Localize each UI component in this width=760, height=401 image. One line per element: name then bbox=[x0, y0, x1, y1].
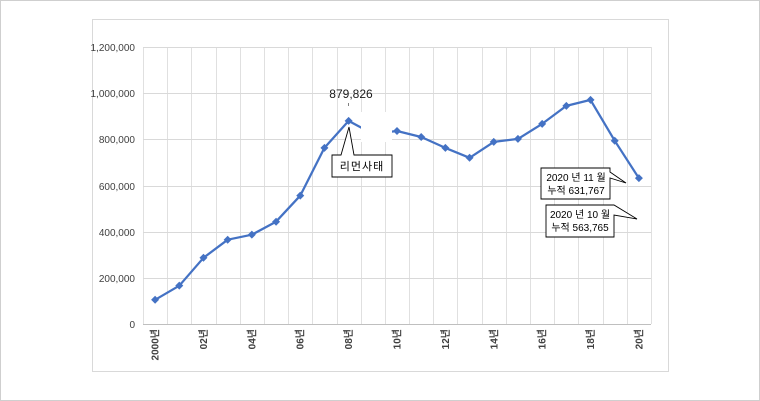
data-point-2000 bbox=[151, 295, 160, 304]
callout-box bbox=[331, 126, 393, 178]
data-point-2019 bbox=[610, 136, 619, 145]
data-point-2016 bbox=[538, 119, 547, 128]
data-point-2011 bbox=[417, 133, 426, 142]
callout-text: 리먼사태 bbox=[340, 160, 384, 173]
x-tick-label: 08년 bbox=[342, 329, 355, 349]
callout-text-line-1: 2020 년 10 월 bbox=[550, 209, 610, 221]
x-tick-label: 2000년 bbox=[149, 329, 162, 360]
data-label-2008: 879,826 bbox=[329, 87, 373, 101]
y-tick-label: 0 bbox=[129, 320, 135, 331]
data-point-2012 bbox=[441, 143, 450, 152]
data-point-2002 bbox=[199, 253, 208, 262]
y-tick-label: 400,000 bbox=[99, 228, 136, 239]
label-mask bbox=[361, 112, 392, 142]
data-point-2014 bbox=[489, 137, 498, 146]
callout-2020-november: 2020 년 11 월 누적 631,767 bbox=[540, 167, 627, 200]
callout-2020-october: 2020 년 10 월 누적 563,765 bbox=[545, 204, 638, 238]
data-point-2010 bbox=[393, 127, 401, 136]
x-axis-tick-labels: 2000년 02년 04년 06년 08년 10년 12년 14년 16년 18년 20년 bbox=[149, 329, 646, 360]
data-point-2005 bbox=[272, 217, 281, 226]
x-tick-label: 04년 bbox=[245, 329, 258, 349]
x-tick-label: 12년 bbox=[439, 329, 452, 349]
y-axis-tick-labels: 0 200,000 400,000 600,000 800,000 1,000,000 1,… bbox=[91, 43, 136, 331]
callout-box bbox=[540, 167, 627, 200]
data-point-2015 bbox=[513, 134, 522, 143]
data-point-2006 bbox=[296, 191, 305, 200]
x-tick-label: 06년 bbox=[294, 329, 307, 349]
data-point-2013 bbox=[465, 153, 474, 162]
x-tick-label: 20년 bbox=[632, 329, 645, 349]
callout-box bbox=[545, 204, 638, 238]
data-point-2008 bbox=[344, 116, 353, 125]
x-tick-label: 02년 bbox=[197, 329, 210, 349]
y-tick-label: 800,000 bbox=[99, 135, 136, 146]
data-point-2018 bbox=[586, 95, 595, 104]
data-point-2004 bbox=[247, 230, 256, 239]
y-tick-label: 1,000,000 bbox=[91, 89, 136, 100]
x-tick-label: 14년 bbox=[487, 329, 500, 349]
callout-text-line-1: 2020 년 11 월 bbox=[546, 172, 605, 184]
data-point-2017 bbox=[562, 101, 571, 110]
y-tick-label: 1,200,000 bbox=[91, 43, 136, 54]
data-point-2003 bbox=[223, 235, 232, 244]
callout-2008: 리먼사태 bbox=[331, 126, 393, 178]
y-tick-label: 200,000 bbox=[99, 274, 136, 285]
x-tick-label: 16년 bbox=[536, 329, 549, 349]
callout-text-line-2: 누적 563,765 bbox=[551, 222, 609, 234]
y-tick-label: 600,000 bbox=[99, 182, 136, 193]
data-point-2020 bbox=[634, 174, 643, 183]
callout-text-line-2: 누적 631,767 bbox=[547, 185, 605, 197]
data-point-2007 bbox=[320, 143, 329, 152]
x-tick-label: 18년 bbox=[584, 329, 597, 349]
data-point-2001 bbox=[175, 281, 184, 290]
x-tick-label: 10년 bbox=[391, 329, 404, 349]
